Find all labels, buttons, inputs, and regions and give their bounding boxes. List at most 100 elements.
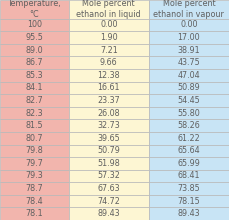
Bar: [69, 145, 149, 157]
Bar: [69, 195, 149, 207]
Bar: [0, 119, 69, 132]
Text: Mole percent
ethanol in vapour: Mole percent ethanol in vapour: [153, 0, 224, 19]
Text: 80.7: 80.7: [26, 134, 43, 143]
Text: 78.15: 78.15: [177, 197, 200, 206]
Text: 50.89: 50.89: [177, 83, 200, 92]
Bar: [0, 94, 69, 107]
Bar: [69, 69, 149, 82]
Bar: [69, 182, 149, 195]
Bar: [0, 170, 69, 182]
Bar: [0, 132, 69, 145]
Text: 89.43: 89.43: [178, 209, 200, 218]
Bar: [149, 145, 229, 157]
Bar: [149, 119, 229, 132]
Bar: [0, 182, 69, 195]
Bar: [0, 19, 69, 31]
Text: 78.7: 78.7: [25, 184, 43, 193]
Text: 81.5: 81.5: [26, 121, 43, 130]
Bar: [69, 0, 149, 19]
Text: 79.8: 79.8: [25, 146, 43, 155]
Text: 38.91: 38.91: [178, 46, 200, 55]
Text: 84.1: 84.1: [26, 83, 43, 92]
Text: 61.22: 61.22: [177, 134, 200, 143]
Text: 57.32: 57.32: [97, 171, 120, 180]
Bar: [69, 44, 149, 57]
Bar: [149, 82, 229, 94]
Text: 39.65: 39.65: [97, 134, 120, 143]
Text: 1.90: 1.90: [100, 33, 117, 42]
Bar: [69, 157, 149, 170]
Text: 51.98: 51.98: [97, 159, 120, 168]
Text: Mole percent
ethanol in liquid: Mole percent ethanol in liquid: [76, 0, 141, 19]
Text: 9.66: 9.66: [100, 58, 117, 67]
Text: 78.1: 78.1: [26, 209, 43, 218]
Text: 7.21: 7.21: [100, 46, 118, 55]
Bar: [0, 82, 69, 94]
Bar: [0, 207, 69, 220]
Text: 73.85: 73.85: [177, 184, 200, 193]
Bar: [69, 19, 149, 31]
Text: 50.79: 50.79: [97, 146, 120, 155]
Bar: [0, 57, 69, 69]
Bar: [69, 31, 149, 44]
Bar: [149, 44, 229, 57]
Text: 17.00: 17.00: [178, 33, 200, 42]
Text: 86.7: 86.7: [26, 58, 43, 67]
Text: 65.64: 65.64: [178, 146, 200, 155]
Bar: [149, 57, 229, 69]
Text: Temperature,
°C: Temperature, °C: [8, 0, 61, 19]
Text: 79.3: 79.3: [25, 171, 43, 180]
Text: 32.73: 32.73: [97, 121, 120, 130]
Text: 79.7: 79.7: [25, 159, 43, 168]
Bar: [69, 94, 149, 107]
Text: 100: 100: [27, 20, 42, 29]
Bar: [149, 195, 229, 207]
Bar: [149, 69, 229, 82]
Text: 12.38: 12.38: [98, 71, 120, 80]
Text: 16.61: 16.61: [98, 83, 120, 92]
Bar: [149, 19, 229, 31]
Text: 43.75: 43.75: [177, 58, 200, 67]
Text: 65.99: 65.99: [177, 159, 200, 168]
Text: 89.43: 89.43: [98, 209, 120, 218]
Bar: [149, 94, 229, 107]
Bar: [149, 31, 229, 44]
Text: 85.3: 85.3: [26, 71, 43, 80]
Text: 0.00: 0.00: [180, 20, 198, 29]
Bar: [149, 207, 229, 220]
Text: 23.37: 23.37: [97, 96, 120, 105]
Bar: [149, 107, 229, 119]
Bar: [149, 0, 229, 19]
Bar: [0, 195, 69, 207]
Bar: [69, 170, 149, 182]
Bar: [0, 157, 69, 170]
Text: 67.63: 67.63: [98, 184, 120, 193]
Text: 95.5: 95.5: [25, 33, 43, 42]
Text: 89.0: 89.0: [26, 46, 43, 55]
Bar: [149, 157, 229, 170]
Text: 78.4: 78.4: [26, 197, 43, 206]
Bar: [0, 0, 69, 19]
Bar: [69, 132, 149, 145]
Bar: [0, 69, 69, 82]
Text: 26.08: 26.08: [98, 108, 120, 117]
Text: 55.80: 55.80: [177, 108, 200, 117]
Text: 0.00: 0.00: [100, 20, 117, 29]
Text: 68.41: 68.41: [178, 171, 200, 180]
Text: 82.7: 82.7: [25, 96, 43, 105]
Text: 82.3: 82.3: [26, 108, 43, 117]
Bar: [149, 170, 229, 182]
Bar: [0, 44, 69, 57]
Text: 74.72: 74.72: [97, 197, 120, 206]
Bar: [69, 57, 149, 69]
Bar: [149, 182, 229, 195]
Bar: [0, 31, 69, 44]
Bar: [69, 119, 149, 132]
Bar: [0, 145, 69, 157]
Bar: [0, 107, 69, 119]
Bar: [69, 107, 149, 119]
Bar: [69, 207, 149, 220]
Text: 54.45: 54.45: [177, 96, 200, 105]
Text: 58.26: 58.26: [177, 121, 200, 130]
Bar: [69, 82, 149, 94]
